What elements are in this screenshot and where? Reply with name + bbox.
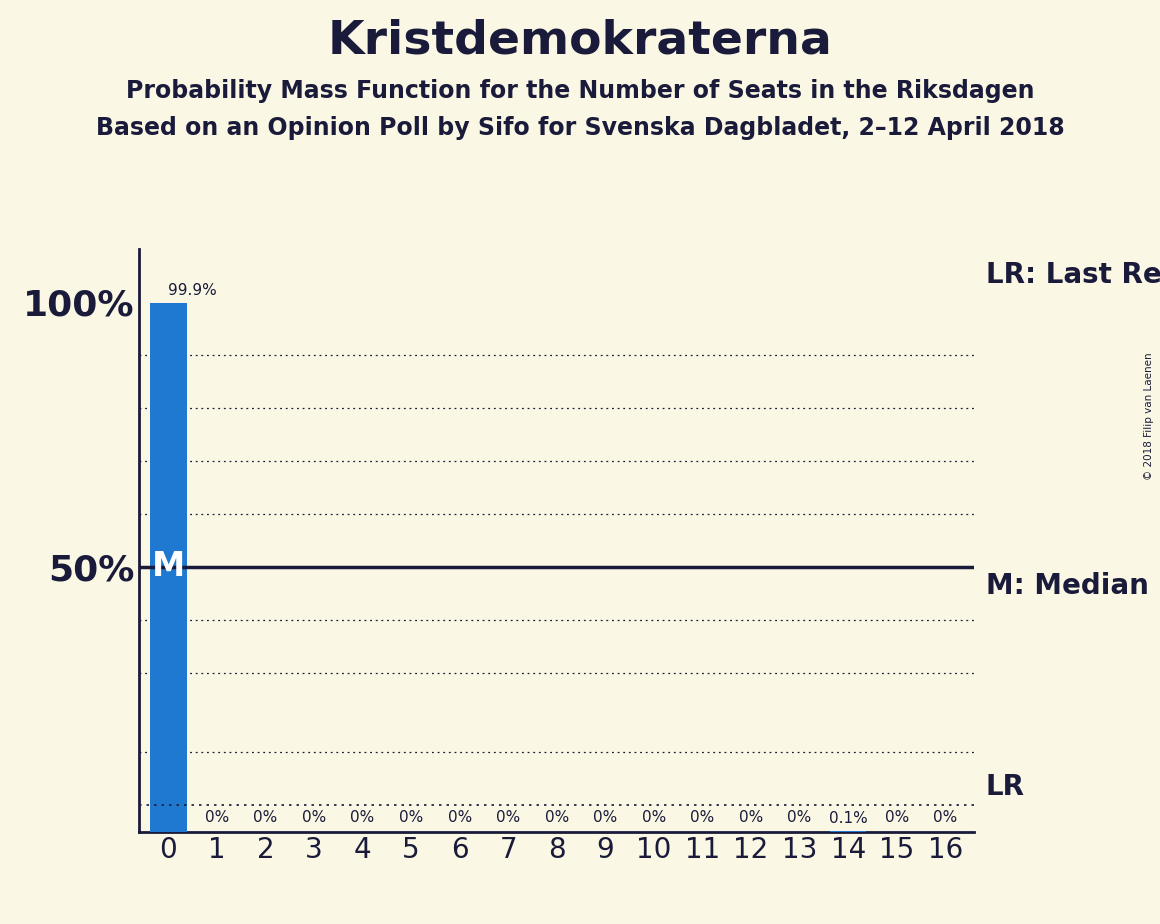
Text: M: M [152,551,184,583]
Text: 0%: 0% [399,810,423,825]
Text: Based on an Opinion Poll by Sifo for Svenska Dagbladet, 2–12 April 2018: Based on an Opinion Poll by Sifo for Sve… [95,116,1065,140]
Text: 0%: 0% [788,810,812,825]
Text: 0%: 0% [496,810,521,825]
Text: 0%: 0% [933,810,957,825]
Text: 0%: 0% [350,810,375,825]
Text: 0%: 0% [253,810,277,825]
Text: 0%: 0% [302,810,326,825]
Text: 0%: 0% [739,810,763,825]
Text: 0%: 0% [885,810,908,825]
Text: LR: Last Result: LR: Last Result [986,261,1160,289]
Text: Kristdemokraterna: Kristdemokraterna [327,18,833,64]
Text: 0%: 0% [641,810,666,825]
Text: © 2018 Filip van Laenen: © 2018 Filip van Laenen [1144,352,1154,480]
Text: 99.9%: 99.9% [168,283,217,298]
Bar [150,303,187,832]
Text: 0%: 0% [690,810,715,825]
Text: 0.1%: 0.1% [828,810,868,826]
Text: 0%: 0% [448,810,472,825]
Text: 0%: 0% [545,810,568,825]
Text: Probability Mass Function for the Number of Seats in the Riksdagen: Probability Mass Function for the Number… [125,79,1035,103]
Text: LR: LR [986,772,1025,800]
Text: 0%: 0% [593,810,617,825]
Text: 0%: 0% [205,810,229,825]
Text: M: Median: M: Median [986,572,1148,600]
